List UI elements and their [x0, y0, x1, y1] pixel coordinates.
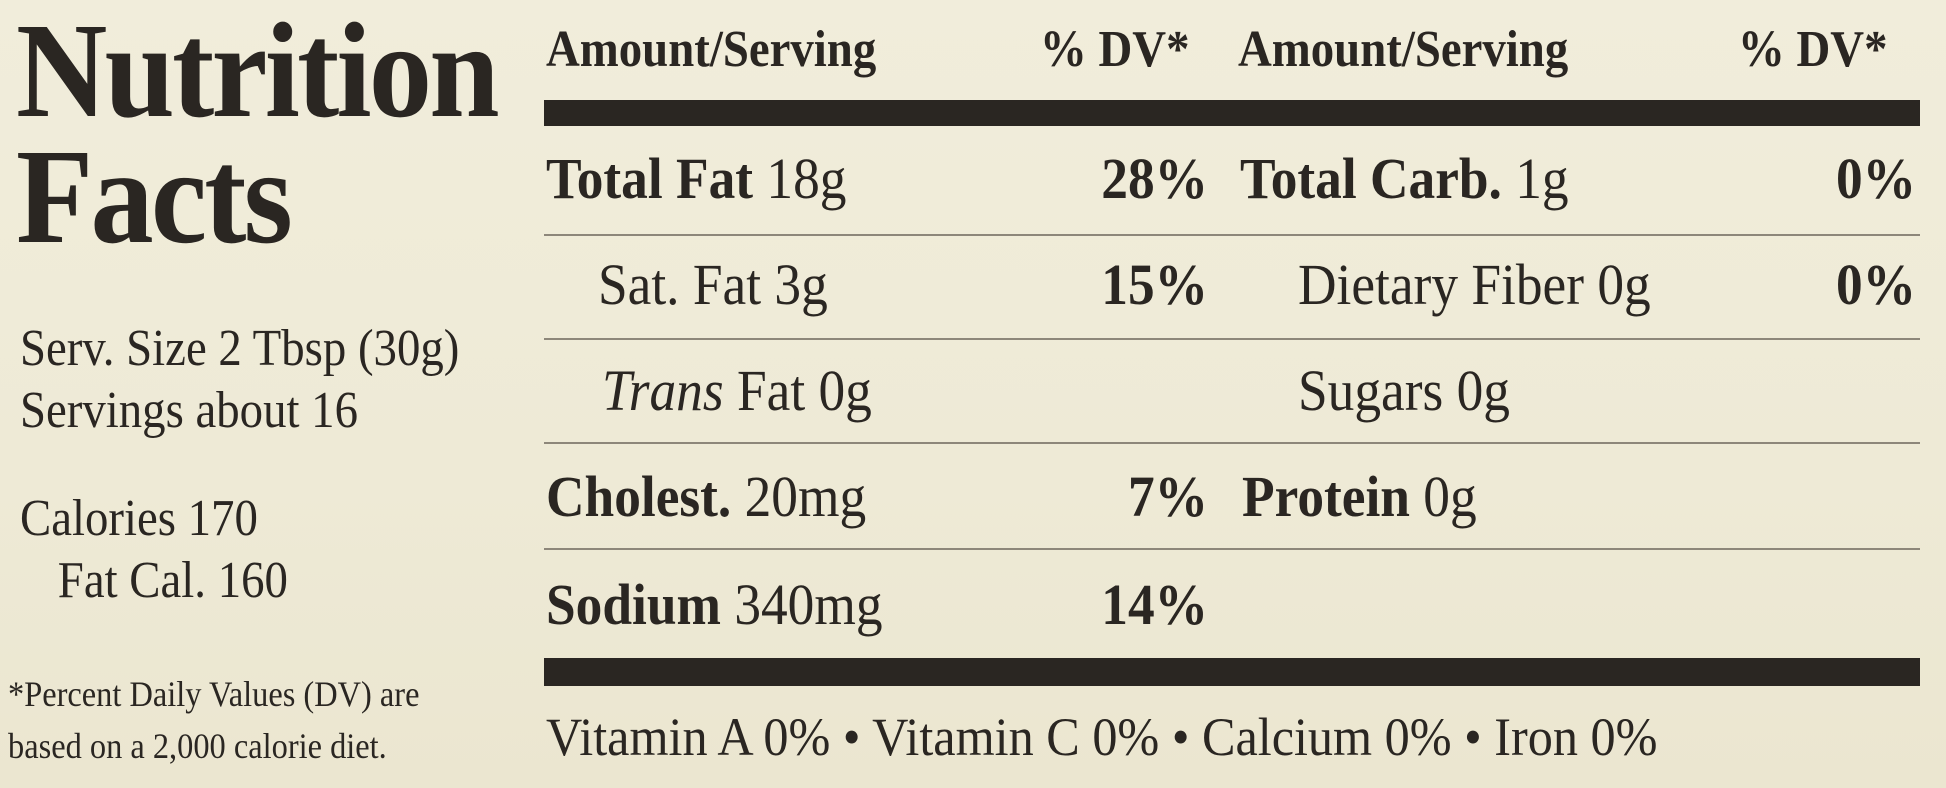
total-carb-label: Total Carb.: [1240, 146, 1502, 211]
total-fat-row: Total Fat 18g: [546, 144, 846, 214]
sodium-amount: 340mg: [734, 572, 883, 637]
thick-rule-top: [544, 100, 1920, 126]
row-divider: [544, 548, 1920, 550]
sodium-row: Sodium 340mg: [546, 570, 883, 640]
sat-fat-dv: 15%: [1101, 252, 1208, 317]
serving-info: Serv. Size 2 Tbsp (30g) Servings about 1…: [20, 318, 459, 442]
protein-row: Protein 0g: [1242, 462, 1477, 532]
dv-footnote: *Percent Daily Values (DV) are based on …: [8, 668, 419, 772]
sugars-row: Sugars 0g: [1298, 356, 1510, 426]
sat-fat-label: Sat. Fat: [598, 252, 762, 317]
header-dv-right: % DV*: [1738, 21, 1888, 78]
row-divider: [544, 442, 1920, 444]
sat-fat-row: Sat. Fat 3g: [598, 250, 828, 320]
total-fat-dv: 28%: [1101, 146, 1208, 211]
footnote-line-2: based on a 2,000 calorie diet.: [8, 726, 387, 766]
cholesterol-dv: 7%: [1127, 464, 1208, 529]
header-amount-left: Amount/Serving: [546, 21, 877, 78]
dietary-fiber-label: Dietary Fiber: [1298, 252, 1584, 317]
row-divider: [544, 234, 1920, 236]
calories: Calories 170: [20, 490, 258, 547]
cholesterol-label: Cholest.: [546, 464, 732, 529]
cholesterol-row: Cholest. 20mg: [546, 462, 866, 532]
total-carb-row: Total Carb. 1g: [1240, 144, 1569, 214]
cholesterol-amount: 20mg: [744, 464, 867, 529]
total-carb-dv: 0%: [1835, 146, 1916, 211]
fat-calories: Fat Cal. 160: [57, 552, 288, 609]
protein-label: Protein: [1242, 464, 1410, 529]
dietary-fiber-amount: 0g: [1597, 252, 1651, 317]
title-line-2: Facts: [16, 122, 293, 272]
total-carb-amount: 1g: [1515, 146, 1569, 211]
header-amount-right: Amount/Serving: [1238, 21, 1569, 78]
vitamins-minerals: Vitamin A 0% • Vitamin C 0% • Calcium 0%…: [546, 707, 1658, 767]
calories-info: Calories 170 Fat Cal. 160: [20, 488, 288, 612]
row-divider: [544, 338, 1920, 340]
sugars-label: Sugars: [1298, 358, 1444, 423]
sodium-dv: 14%: [1101, 572, 1208, 637]
sodium-label: Sodium: [546, 572, 721, 637]
total-fat-label: Total Fat: [546, 146, 754, 211]
servings-per-container: Servings about 16: [20, 382, 358, 439]
dietary-fiber-row: Dietary Fiber 0g: [1298, 250, 1651, 320]
dietary-fiber-dv: 0%: [1835, 252, 1916, 317]
nutrition-facts-title: Nutrition Facts: [16, 0, 500, 272]
header-dv-left: % DV*: [1040, 21, 1190, 78]
sat-fat-amount: 3g: [774, 252, 828, 317]
footnote-line-1: *Percent Daily Values (DV) are: [8, 674, 420, 714]
thick-rule-bottom: [544, 658, 1920, 686]
trans-fat-label: Trans: [602, 358, 724, 423]
trans-fat-row: Trans Fat 0g: [602, 356, 872, 426]
protein-amount: 0g: [1423, 464, 1477, 529]
total-fat-amount: 18g: [766, 146, 847, 211]
title-line-1: Nutrition: [16, 0, 500, 146]
sugars-amount: 0g: [1456, 358, 1510, 423]
serving-size: Serv. Size 2 Tbsp (30g): [20, 320, 460, 377]
trans-fat-amount: Fat 0g: [736, 358, 872, 423]
